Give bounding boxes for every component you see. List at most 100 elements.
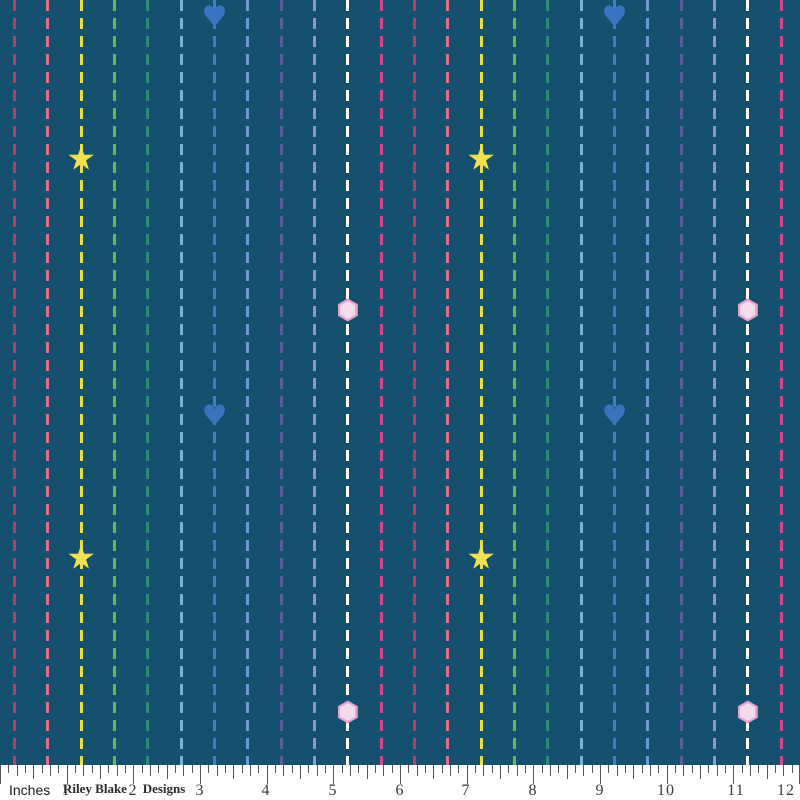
ruler-tick — [183, 765, 185, 776]
ruler-tick — [650, 765, 651, 776]
ruler-tick — [375, 765, 376, 773]
ruler-tick — [666, 765, 668, 784]
ruler-tick — [791, 765, 793, 773]
ruler-tick — [125, 765, 126, 773]
dashed-stripe-raspberry — [13, 0, 16, 765]
ruler-tick — [616, 765, 618, 776]
ruler-inch-number-9: 9 — [595, 782, 605, 799]
hexagon-fill — [740, 301, 756, 319]
ruler-inch-number-7: 7 — [461, 782, 471, 799]
ruler-tick — [200, 765, 201, 784]
heart-icon: ♥ — [201, 0, 228, 34]
inches-label: Inches — [9, 782, 51, 798]
ruler-tick — [175, 765, 176, 773]
hexagon-icon — [737, 298, 758, 322]
ruler-inch-number-5: 5 — [328, 782, 338, 799]
ruler-tick — [291, 765, 293, 773]
hexagon-fill — [340, 703, 356, 721]
ruler-tick — [758, 765, 760, 773]
ruler-tick — [225, 765, 226, 773]
ruler-tick — [416, 765, 418, 776]
ruler: Inches 1 2 3 4 5 6 7 8 9 10 11 12 Riley Blake Designs — [0, 765, 800, 800]
ruler-tick — [108, 765, 110, 773]
dashed-stripe-sky-blue — [179, 0, 183, 765]
ruler-tick — [166, 765, 168, 779]
ruler-tick — [550, 765, 551, 776]
ruler-inch-number-6: 6 — [395, 782, 405, 799]
dashed-stripe-green — [513, 0, 516, 765]
dashed-stripe-magenta-pink — [379, 0, 383, 765]
star-icon: ★ — [466, 138, 496, 178]
ruler-inch-number-1: 1 — [61, 782, 71, 799]
dashed-stripe-rose-pink — [446, 0, 450, 765]
ruler-tick — [75, 765, 76, 773]
ruler-tick — [408, 765, 410, 773]
ruler-tick — [733, 765, 735, 784]
ruler-tick — [516, 765, 518, 776]
ruler-tick — [400, 765, 401, 784]
ruler-tick — [33, 765, 35, 779]
ruler-tick — [58, 765, 60, 773]
ruler-tick — [475, 765, 476, 773]
ruler-tick — [283, 765, 285, 776]
ruler-tick — [491, 765, 493, 773]
dashed-stripe-violet — [679, 0, 683, 765]
star-icon: ★ — [66, 138, 96, 178]
hexagon-icon — [737, 700, 758, 724]
dashed-stripe-periwinkle — [713, 0, 716, 765]
ruler-tick — [358, 765, 360, 773]
dashed-stripe-steel-blue — [246, 0, 250, 765]
ruler-tick — [425, 765, 426, 773]
ruler-tick — [266, 765, 268, 784]
heart-icon: ♥ — [601, 398, 628, 433]
ruler-tick — [150, 765, 151, 776]
hexagon-fill — [740, 703, 756, 721]
ruler-tick — [433, 765, 435, 779]
ruler-tick — [133, 765, 135, 784]
fabric-swatch: ♥ ♥ ★ ★ ♥ ♥ ★ ★ — [0, 0, 800, 765]
ruler-tick — [0, 765, 1, 784]
ruler-tick — [458, 765, 460, 773]
dashed-stripe-blue — [213, 0, 216, 765]
ruler-tick — [300, 765, 301, 779]
ruler-tick — [633, 765, 635, 779]
ruler-tick — [691, 765, 693, 773]
ruler-inch-number-12: 12 — [777, 782, 795, 799]
ruler-tick — [250, 765, 251, 776]
ruler-tick — [100, 765, 101, 779]
ruler-inch-number-3: 3 — [195, 782, 205, 799]
ruler-tick — [625, 765, 626, 773]
ruler-tick — [441, 765, 443, 773]
ruler-tick — [50, 765, 51, 776]
ruler-tick — [116, 765, 118, 776]
ruler-tick — [716, 765, 718, 776]
ruler-tick — [533, 765, 535, 784]
brand-text-1: Designs — [142, 781, 186, 796]
dashed-stripe-teal-green — [546, 0, 550, 765]
ruler-tick — [608, 765, 610, 773]
ruler-tick — [725, 765, 726, 773]
dashed-stripe-magenta-pink — [779, 0, 783, 765]
ruler-tick — [241, 765, 243, 773]
star-icon: ★ — [466, 537, 496, 577]
ruler-tick — [708, 765, 710, 773]
ruler-tick — [383, 765, 385, 776]
dashed-stripe-teal-green — [146, 0, 150, 765]
ruler-tick — [600, 765, 601, 784]
brand-text-0: Riley Blake — [63, 781, 127, 796]
ruler-tick — [66, 765, 68, 784]
ruler-tick — [41, 765, 43, 773]
ruler-tick — [500, 765, 501, 779]
dashed-stripe-sky-blue — [579, 0, 583, 765]
ruler-tick — [783, 765, 785, 776]
dashed-stripe-yellow — [479, 0, 483, 765]
ruler-tick — [208, 765, 210, 773]
ruler-tick — [658, 765, 660, 773]
ruler-tick — [541, 765, 543, 773]
ruler-tick — [766, 765, 768, 779]
heart-icon: ♥ — [601, 0, 628, 34]
ruler-tick — [775, 765, 776, 773]
ruler-inch-number-10: 10 — [657, 782, 675, 799]
ruler-tick — [233, 765, 235, 779]
ruler-tick — [575, 765, 576, 773]
